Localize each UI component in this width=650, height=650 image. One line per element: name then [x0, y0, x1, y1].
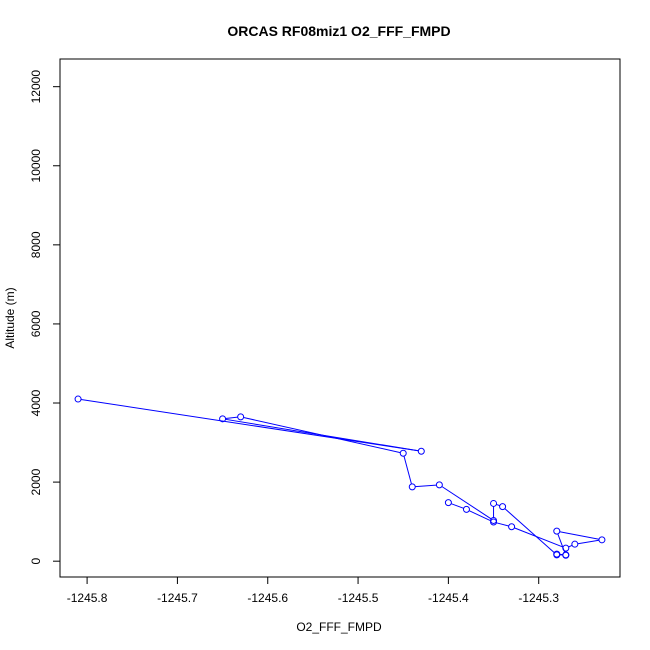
y-tick-label: 6000 [29, 310, 43, 337]
data-point [562, 544, 570, 552]
data-point [444, 499, 452, 507]
x-axis: -1245.8 -1245.7 -1245.6 -1245.5 -1245.4 -1245… [67, 577, 559, 605]
y-tick-label: 12000 [29, 70, 43, 104]
data-point [553, 527, 561, 535]
data-point [571, 540, 579, 548]
series-line-segment [243, 417, 401, 454]
series-line-segment [577, 539, 600, 545]
plot-frame [59, 58, 621, 578]
series-line-segment [496, 503, 500, 507]
series-line-segment [504, 508, 555, 554]
data-point [219, 415, 227, 423]
series-line-segment [496, 522, 509, 527]
data-point [408, 483, 416, 491]
y-axis-label: Altitude (m) [3, 287, 17, 348]
y-axis: 0 2000 4000 6000 8000 10000 12000 [29, 70, 60, 565]
y-tick-label: 10000 [29, 149, 43, 183]
series-line-segment [80, 399, 419, 452]
series-line-segment [559, 531, 600, 540]
x-tick-label: -1245.4 [428, 591, 469, 605]
data-point [490, 499, 498, 507]
series-line-segment [415, 484, 437, 488]
x-tick-label: -1245.5 [338, 591, 379, 605]
series-line-segment [403, 456, 412, 485]
y-tick-label: 8000 [29, 231, 43, 258]
series-line-segment [557, 533, 566, 553]
data-point [74, 395, 82, 403]
data-point [553, 550, 561, 558]
series-line-segment [451, 503, 464, 509]
data-point [399, 449, 407, 457]
data-point [598, 536, 606, 544]
data-point [462, 505, 470, 513]
data-point [499, 503, 507, 511]
data-point [508, 523, 516, 531]
data-point [237, 413, 245, 421]
x-tick-label: -1245.3 [518, 591, 559, 605]
series-line-segment [225, 416, 238, 420]
data-point [562, 551, 570, 559]
chart-title: ORCAS RF08miz1 O2_FFF_FMPD [227, 23, 450, 39]
y-tick-label: 0 [29, 558, 43, 565]
series-line-segment [568, 544, 573, 548]
data-point [490, 518, 498, 526]
data-series [74, 395, 606, 559]
x-tick-label: -1245.8 [67, 591, 108, 605]
series-line-segment [514, 527, 564, 548]
y-tick-label: 4000 [29, 389, 43, 416]
y-tick-label: 2000 [29, 468, 43, 495]
series-line-segment [441, 486, 492, 520]
x-axis-label: O2_FFF_FMPD [296, 620, 382, 634]
data-point [435, 481, 443, 489]
x-tick-label: -1245.7 [157, 591, 198, 605]
x-tick-label: -1245.6 [247, 591, 288, 605]
data-point [417, 447, 425, 455]
series-line-segment [468, 510, 492, 522]
